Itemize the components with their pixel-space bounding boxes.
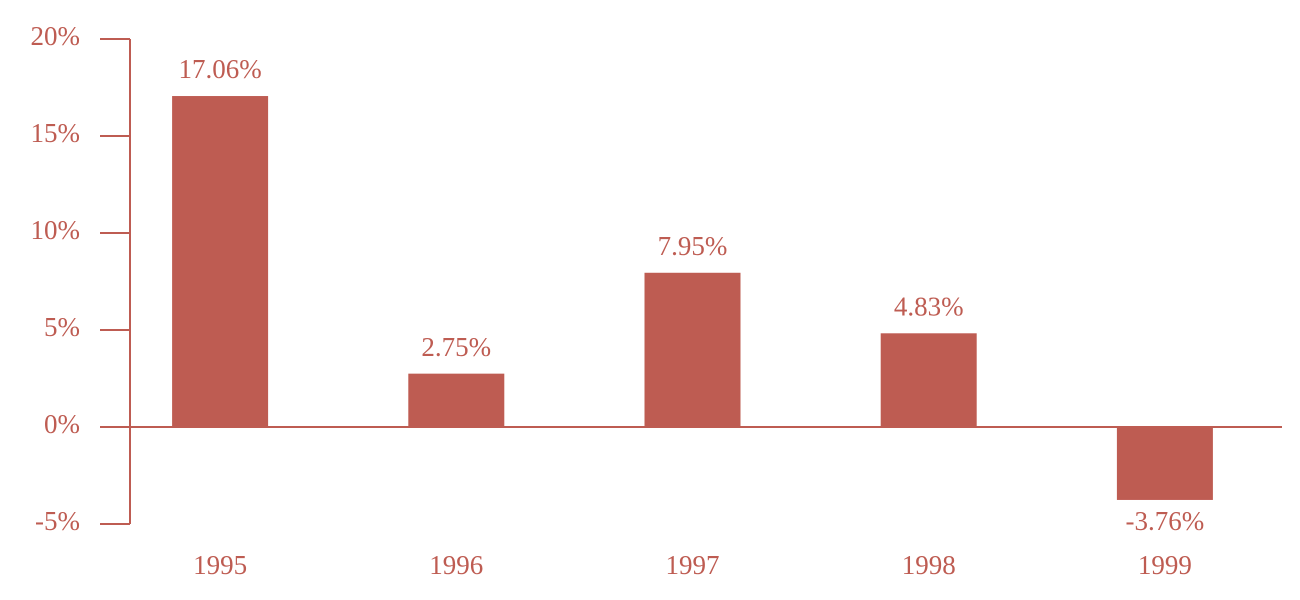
y-tick-label: 20% — [31, 21, 81, 51]
y-tick-label: 0% — [44, 409, 80, 439]
bar — [1116, 427, 1213, 500]
x-tick-label: 1995 — [193, 550, 247, 580]
y-tick-label: 10% — [31, 215, 81, 245]
bar — [880, 333, 977, 427]
x-tick-label: 1997 — [666, 550, 720, 580]
bar — [408, 373, 505, 427]
value-label: -3.76% — [1126, 506, 1205, 536]
bar — [644, 272, 741, 427]
x-tick-label: 1996 — [429, 550, 483, 580]
value-label: 17.06% — [178, 54, 261, 84]
x-tick-label: 1998 — [902, 550, 956, 580]
value-label: 4.83% — [894, 292, 964, 322]
x-tick-label: 1999 — [1138, 550, 1192, 580]
y-tick-label: 5% — [44, 312, 80, 342]
value-label: 7.95% — [658, 231, 728, 261]
value-label: 2.75% — [421, 332, 491, 362]
bar — [172, 96, 269, 427]
y-tick-label: 15% — [31, 118, 81, 148]
y-tick-label: -5% — [35, 506, 80, 536]
